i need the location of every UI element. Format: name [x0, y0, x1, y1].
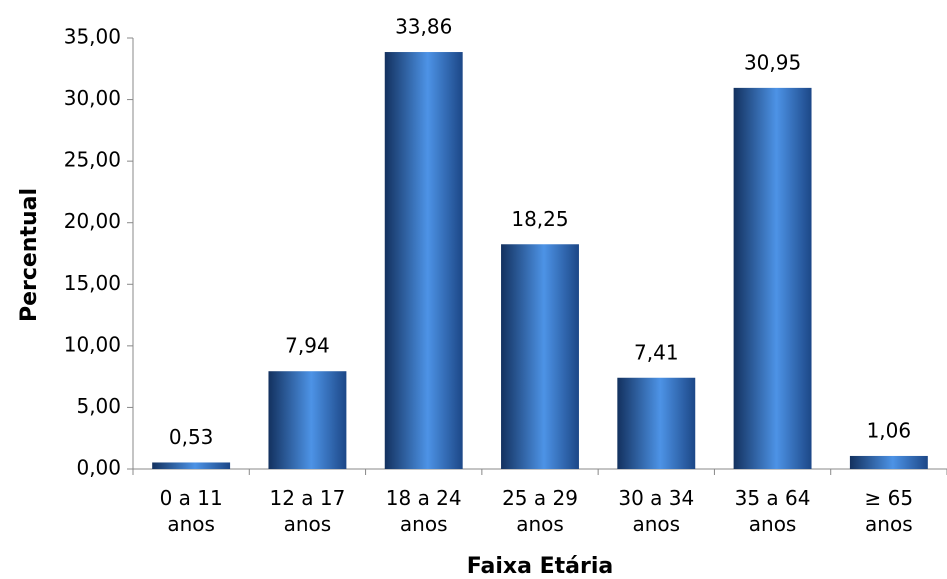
- value-label: 7,41: [634, 340, 679, 364]
- bar: [617, 377, 696, 469]
- y-tick-label: 5,00: [76, 394, 121, 418]
- y-tick-label: 30,00: [64, 86, 121, 110]
- bar: [268, 371, 347, 469]
- x-tick-label: 12 a 17 anos: [269, 486, 346, 536]
- bar: [384, 52, 463, 470]
- x-axis-title: Faixa Etária: [467, 554, 613, 579]
- bar: [733, 87, 812, 469]
- x-tick-label: 30 a 34 anos: [618, 486, 695, 536]
- value-label: 1,06: [867, 418, 912, 442]
- y-tick-label: 0,00: [76, 456, 121, 480]
- x-tick-label: 18 a 24 anos: [385, 486, 462, 536]
- y-tick-label: 20,00: [64, 209, 121, 233]
- y-tick-label: 10,00: [64, 332, 121, 356]
- value-label: 18,25: [511, 207, 568, 231]
- y-tick-label: 25,00: [64, 148, 121, 172]
- value-label: 33,86: [395, 15, 452, 39]
- y-tick-label: 35,00: [64, 25, 121, 49]
- value-label: 0,53: [169, 425, 214, 449]
- value-label: 7,94: [285, 334, 330, 358]
- bar: [849, 455, 928, 469]
- y-axis-title: Percentual: [17, 188, 42, 322]
- bar: [501, 244, 579, 469]
- x-tick-label: 0 a 11 anos: [159, 486, 223, 536]
- x-tick-label: 25 a 29 anos: [502, 486, 578, 536]
- y-tick-label: 15,00: [64, 271, 121, 295]
- x-tick-label: ≥ 65 anos: [864, 486, 914, 536]
- value-label: 30,95: [744, 50, 801, 74]
- x-tick-label: 35 a 64 anos: [734, 486, 811, 536]
- bar: [152, 462, 231, 469]
